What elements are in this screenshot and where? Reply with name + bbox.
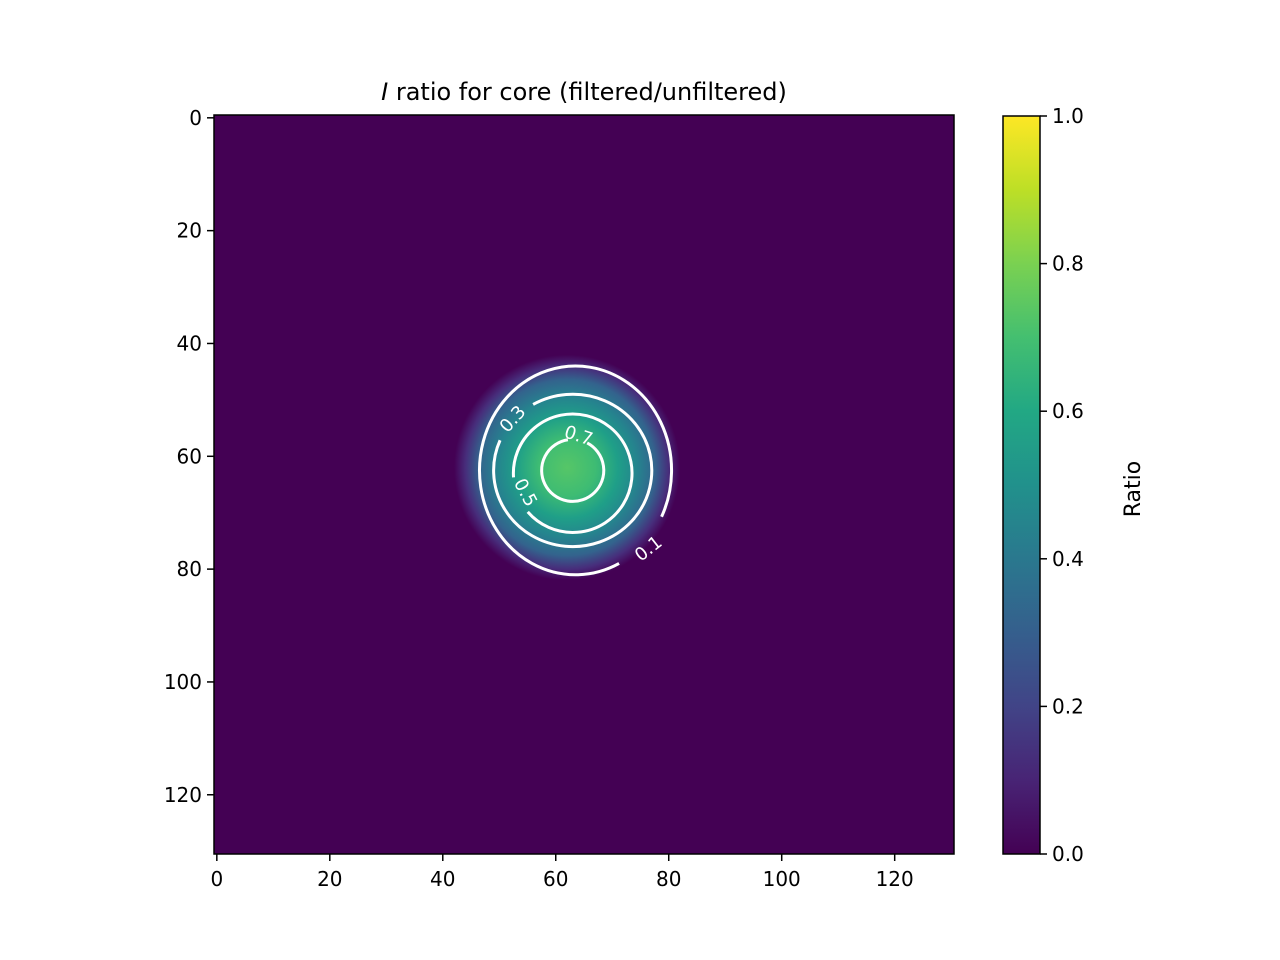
x-tick-label: 40 — [430, 867, 455, 891]
x-tick-label: 20 — [317, 867, 342, 891]
heatmap-plot: 0.10.30.50.7 — [213, 114, 955, 855]
y-tick-label: 20 — [177, 219, 202, 243]
y-tick-label: 60 — [177, 444, 202, 468]
x-axis: 0 20 40 60 80 100 120 — [210, 854, 914, 891]
colorbar-tick-label: 0.8 — [1052, 252, 1084, 276]
contour-line-0.3 — [492, 392, 654, 549]
x-tick-label: 0 — [210, 867, 223, 891]
chart-title: I ratio for core (filtered/unfiltered) — [381, 78, 787, 106]
colorbar-bar — [1002, 115, 1041, 855]
plot-frame — [213, 114, 955, 855]
y-tick-label: 40 — [177, 331, 202, 355]
contour-line-0.5 — [511, 412, 634, 534]
colorbar-tick-label: 0.4 — [1052, 547, 1084, 571]
y-tick-label: 0 — [189, 106, 202, 130]
contour-line-0.7 — [540, 438, 606, 503]
contour-line-0.1 — [478, 364, 674, 577]
x-tick-label: 120 — [876, 867, 914, 891]
title-text: ratio for core (filtered/unfiltered) — [388, 78, 787, 106]
colorbar-ticks: 0.0 0.2 0.4 0.6 0.8 1.0 — [1040, 104, 1084, 866]
y-tick-label: 80 — [177, 557, 202, 581]
x-tick-label: 60 — [543, 867, 568, 891]
x-tick-label: 80 — [656, 867, 681, 891]
colorbar-tick-label: 0.6 — [1052, 399, 1084, 423]
colorbar-tick-label: 1.0 — [1052, 104, 1084, 128]
y-axis: 0 20 40 60 80 100 120 — [164, 106, 214, 807]
colorbar-label: Ratio — [1121, 461, 1146, 517]
colorbar: 0.0 0.2 0.4 0.6 0.8 1.0 Ratio — [1002, 104, 1146, 866]
x-tick-label: 100 — [763, 867, 801, 891]
colorbar-tick-label: 0.0 — [1052, 842, 1084, 866]
y-tick-label: 100 — [164, 670, 202, 694]
title-italic-symbol: I — [381, 78, 388, 106]
y-tick-label: 120 — [164, 783, 202, 807]
colorbar-tick-label: 0.2 — [1052, 694, 1084, 718]
